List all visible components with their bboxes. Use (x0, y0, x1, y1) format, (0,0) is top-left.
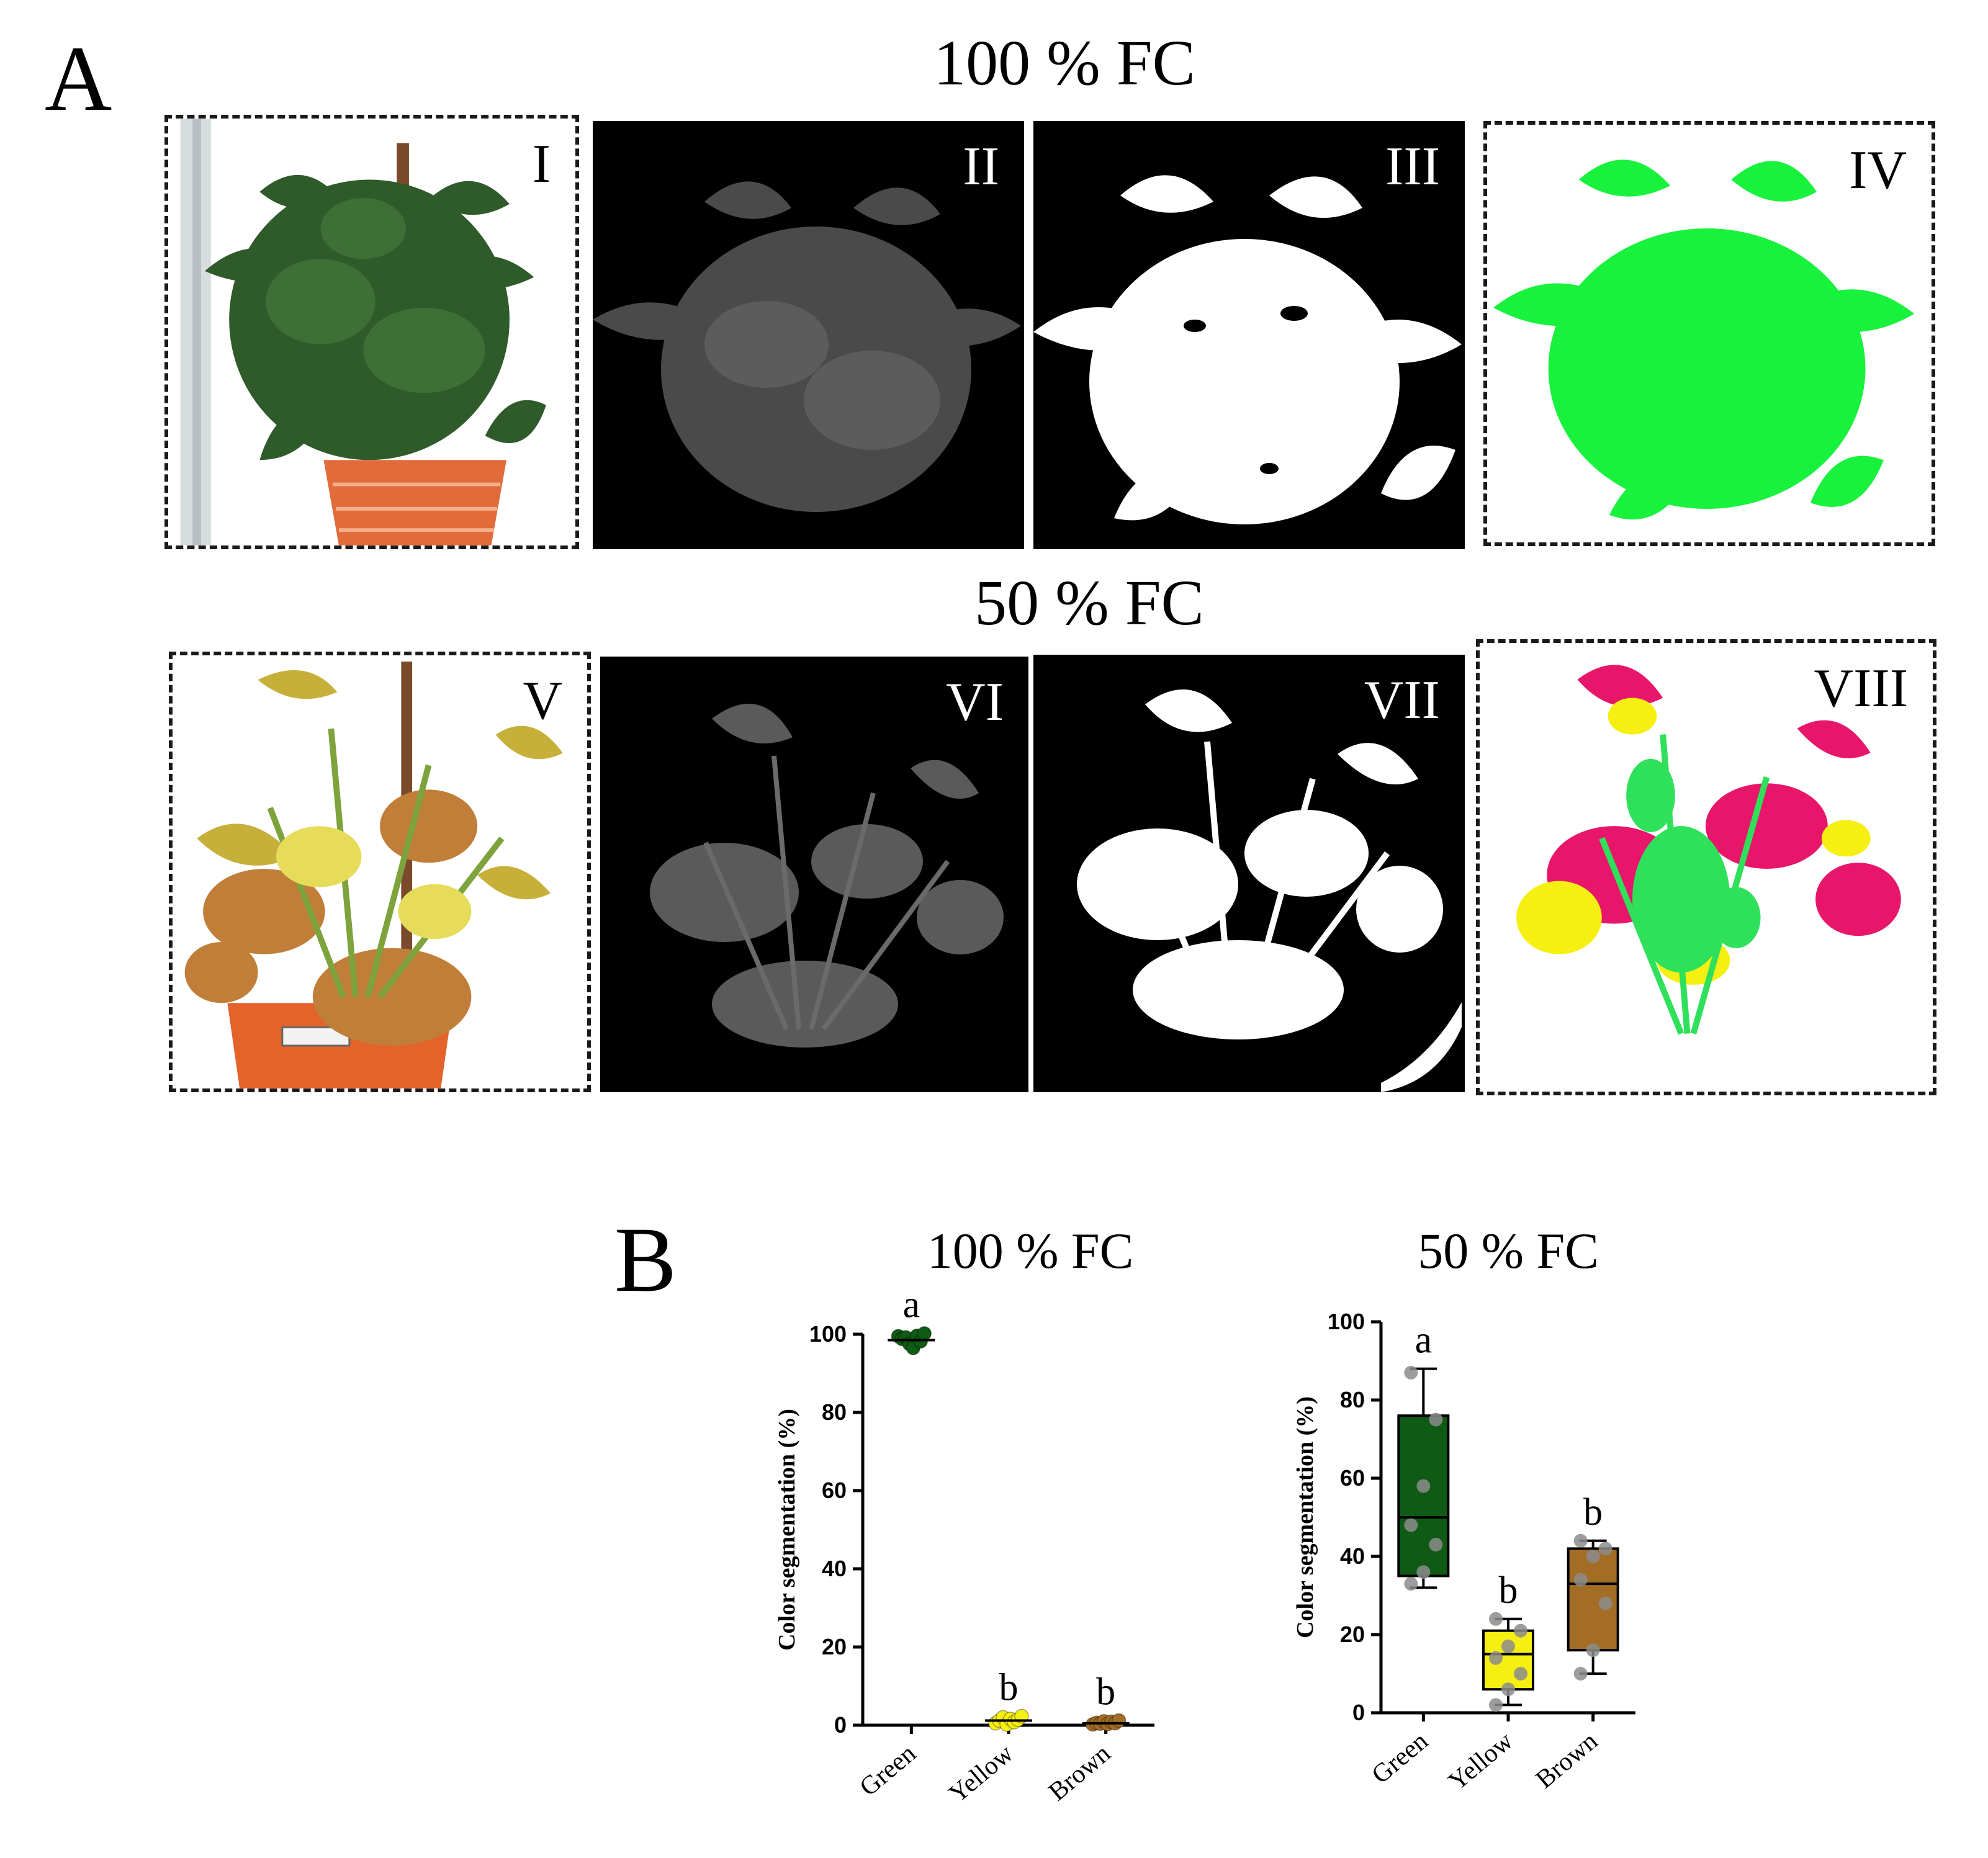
chart2-point (1489, 1698, 1503, 1712)
chart1-y-tick-label: 0 (834, 1712, 847, 1738)
chart2-y-tick-label: 20 (1340, 1622, 1365, 1647)
chart2-point (1489, 1612, 1503, 1626)
chart2-box-green (1397, 1414, 1450, 1578)
chart1-container: 0 20 40 60 80 100 Green Yellow Brown Color segmen… (683, 1278, 1167, 1837)
chart2-x-tick-label: Green (1367, 1726, 1434, 1789)
chart2-point (1501, 1639, 1515, 1653)
panel-viii-color-segmentation: VIII (1476, 639, 1936, 1095)
chart2-y-tick-label: 60 (1340, 1465, 1365, 1491)
chart2-point (1404, 1365, 1418, 1380)
chart2-point (1598, 1542, 1612, 1556)
chart2-title: 50 % FC (1418, 1223, 1599, 1279)
chart2-sig-letter: a (1415, 1319, 1433, 1362)
chart2-point (1586, 1550, 1600, 1563)
row-title-100fc: 100 % FC (933, 27, 1195, 99)
chart2-point (1573, 1573, 1588, 1587)
panel-label-v: V (523, 671, 562, 731)
panel-label-ii: II (963, 137, 999, 197)
chart1-y-tick-label: 80 (822, 1399, 847, 1425)
panel-ii-grayscale: II (593, 121, 1024, 549)
panel-label-vi: VI (946, 672, 1004, 732)
panel-letter-b: B (614, 1208, 677, 1311)
chart1-y-axis-label: Color segmentation (%) (774, 1409, 800, 1651)
chart2-point (1404, 1518, 1418, 1532)
row-title-50fc: 50 % FC (974, 567, 1204, 639)
chart2-x-tick-label: Yellow (1443, 1726, 1519, 1796)
plant-segmented-stressed (1516, 665, 1901, 1035)
chart1-sig-letter: a (903, 1284, 920, 1326)
chart2-point (1429, 1412, 1443, 1427)
chart1-svg: 0 20 40 60 80 100 Green Yellow Brown Color segmen… (774, 1284, 1154, 1808)
chart2-point (1429, 1538, 1443, 1552)
panel-label-vii: VII (1364, 670, 1440, 730)
chart2-y-tick-label: 100 (1328, 1309, 1365, 1334)
chart1-title: 100 % FC (927, 1223, 1134, 1279)
chart1-y-tick-label: 100 (809, 1321, 847, 1347)
chart2-point (1598, 1596, 1612, 1610)
panel-label-i: I (532, 134, 551, 194)
panel-iv-green-segmentation: IV (1483, 121, 1935, 546)
chart1-point (1111, 1713, 1127, 1728)
panel-vi-grayscale: VI (600, 657, 1028, 1092)
chart1-x-tick-label: Brown (1043, 1739, 1116, 1806)
chart1-sig-letter: b (1096, 1671, 1115, 1713)
panel-label-iv: IV (1849, 140, 1907, 200)
chart2-point (1573, 1533, 1588, 1548)
chart1-x-tick-label: Yellow (943, 1739, 1019, 1808)
plant-grayscale-stressed (650, 704, 1004, 1048)
chart2-svg: 0 20 40 60 80 100 Green Yellow Brown Color segmen… (1292, 1309, 1635, 1796)
panel-iii-binary-mask: III (1033, 121, 1465, 549)
chart2-point (1573, 1667, 1588, 1681)
plant-photo-healthy (180, 119, 546, 545)
plant-photo-stressed (184, 662, 563, 1088)
chart2-point (1416, 1479, 1431, 1493)
chart1-y-tick-label: 40 (822, 1556, 847, 1581)
chart2-x-tick-label: Brown (1531, 1726, 1603, 1794)
chart2-y-tick-label: 0 (1352, 1700, 1365, 1725)
chart1-y-tick-label: 60 (822, 1478, 847, 1503)
panel-label-iii: III (1385, 137, 1440, 197)
panel-label-viii: VIII (1814, 658, 1908, 719)
panel-i-rgb-photo: I (164, 115, 579, 549)
panel-letter-a: A (45, 27, 112, 130)
chart2-container: 0 20 40 60 80 100 Green Yellow Brown Color segmen… (1235, 1278, 1732, 1837)
chart2-point (1514, 1667, 1527, 1681)
plant-mask-healthy (1033, 175, 1462, 524)
plant-grayscale-healthy (593, 181, 1021, 512)
chart2-point (1501, 1682, 1515, 1697)
chart2-y-tick-label: 80 (1340, 1387, 1365, 1412)
plant-mask-stressed (1077, 689, 1462, 1092)
panel-vii-binary-mask: VII (1033, 655, 1465, 1092)
chart1-sig-letter: b (999, 1667, 1019, 1709)
chart2-point (1489, 1651, 1503, 1665)
chart2-point (1586, 1643, 1600, 1658)
chart2-point (1404, 1577, 1418, 1591)
chart2-point (1416, 1565, 1431, 1579)
chart1-point (917, 1326, 932, 1341)
chart1-x-tick-label: Green (855, 1739, 922, 1802)
panel-v-rgb-photo: V (169, 652, 591, 1092)
chart2-sig-letter: b (1499, 1569, 1518, 1612)
chart2-sig-letter: b (1583, 1491, 1603, 1533)
chart1-y-tick-label: 20 (822, 1634, 847, 1659)
chart2-y-tick-label: 40 (1340, 1543, 1365, 1569)
chart2-point (1514, 1623, 1527, 1638)
chart2-y-axis-label: Color segmentation (%) (1292, 1396, 1318, 1638)
plant-segmented-healthy (1493, 159, 1915, 520)
